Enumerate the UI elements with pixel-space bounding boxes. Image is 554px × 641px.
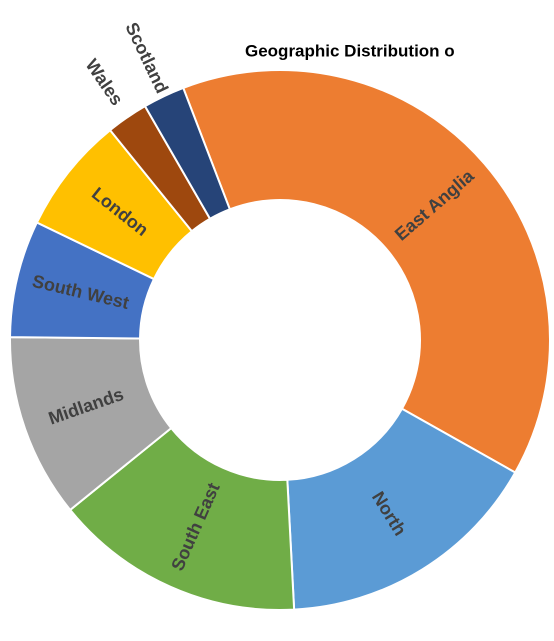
- slices: [9, 69, 551, 611]
- donut-slice: [286, 407, 517, 611]
- donut-slice: [143, 86, 232, 221]
- donut-slice: [68, 426, 296, 611]
- donut-slice: [181, 69, 551, 474]
- chart-title: Geographic Distribution o: [245, 41, 455, 60]
- slice-label: Wales: [82, 55, 128, 109]
- slice-label: Scotland: [121, 19, 172, 96]
